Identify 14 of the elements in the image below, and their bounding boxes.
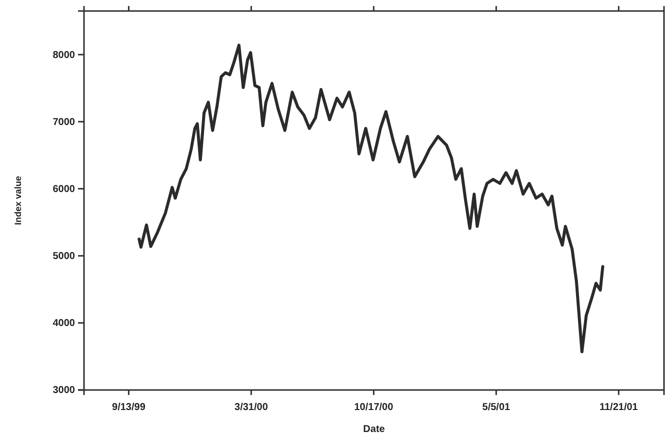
x-tick-label: 9/13/99 [112,402,146,414]
line-series [138,44,604,354]
x-tick-label: 3/31/00 [234,402,268,414]
y-tick-label: 8000 [52,50,76,61]
y-tick-label: 7000 [52,116,76,128]
y-tick-label: 3000 [52,385,76,396]
x-axis-title: Date [363,424,386,435]
x-tick-label: 5/5/01 [482,402,511,414]
y-tick-label: 4000 [52,318,76,330]
y-tick-label: 6000 [52,184,76,195]
y-axis-title: Index value [13,176,23,226]
x-tick-label: 11/21/01 [599,402,638,414]
y-tick-label: 5000 [52,251,76,262]
x-tick-label: 10/17/00 [354,402,394,414]
